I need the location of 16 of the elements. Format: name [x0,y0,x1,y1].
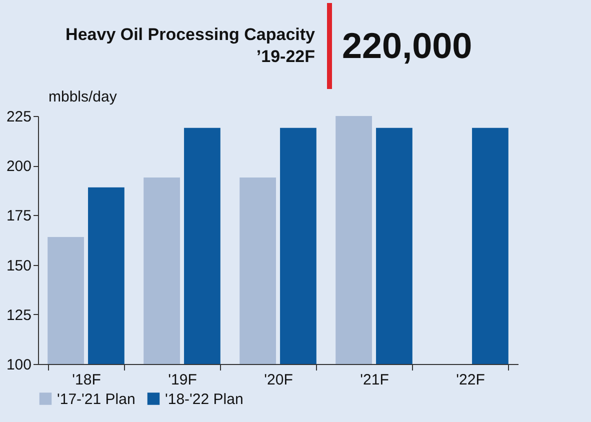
x-tick-label: '20F [264,372,293,388]
chart-title: Heavy Oil Processing Capacity ’19-22F [64,24,316,68]
x-tick-label: '21F [360,372,389,388]
x-tick-label: '19F [168,372,197,388]
y-tick-label: 225 [6,108,32,126]
y-tick-label: 150 [6,257,32,274]
text: 220,000 [341,25,472,67]
y-axis-title: mbbls/day [48,88,118,106]
y-tick-label: 175 [6,208,32,225]
x-tick-label: '22F [456,372,485,388]
y-tick-label: 125 [6,306,32,324]
x-tick-label: '18F [72,372,101,388]
legend-label: '17-'21 Plan [57,390,136,408]
legend-label: '18-'22 Plan [165,390,244,408]
y-tick-label: 100 [6,356,32,374]
y-tick-label: 200 [6,158,32,176]
